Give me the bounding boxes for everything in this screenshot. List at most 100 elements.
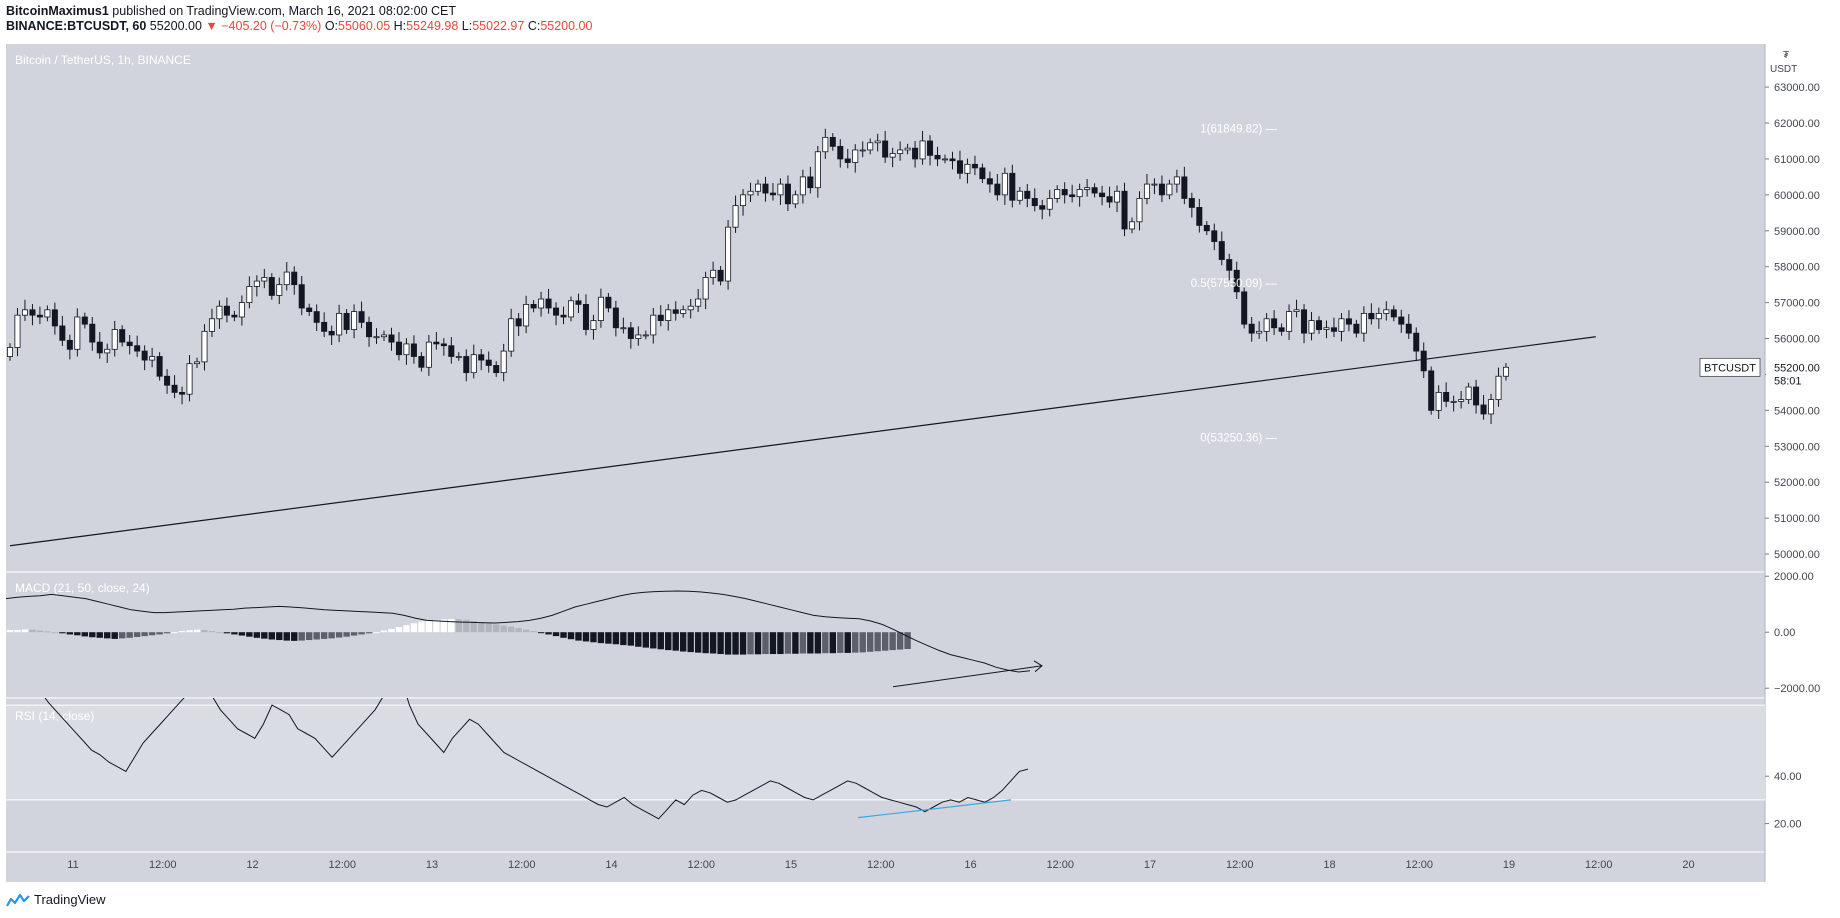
- candle: [949, 158, 956, 162]
- candle: [1405, 323, 1412, 334]
- macd-histogram-bar: [463, 619, 470, 633]
- candle: [223, 305, 230, 316]
- high-value: 55249.98: [406, 19, 459, 33]
- candle: [1084, 187, 1091, 190]
- rsi-pane-title: RSI (14, close): [15, 709, 94, 723]
- macd-histogram-bar: [687, 632, 694, 653]
- candle: [493, 365, 500, 374]
- chart-area[interactable]: 50000.00 51000.00 52000.00 53000.00 54000.00…: [0, 0, 1840, 888]
- tradingview-brand[interactable]: TradingView: [6, 892, 106, 907]
- macd-histogram-bar: [642, 632, 649, 648]
- price-pane-title: Bitcoin / TetherUS, 1h, BINANCE: [15, 53, 191, 67]
- candle: [164, 375, 171, 386]
- macd-tick-label: 2000.00: [1774, 571, 1814, 583]
- candle: [403, 343, 410, 356]
- candle: [283, 271, 290, 286]
- macd-histogram-bar: [178, 631, 186, 633]
- candle: [710, 269, 717, 278]
- close-label: C:: [527, 19, 541, 33]
- macd-histogram-bar: [515, 628, 522, 633]
- macd-histogram-bar: [635, 632, 642, 647]
- candle: [1308, 320, 1315, 334]
- candle: [515, 318, 522, 327]
- candle: [1256, 330, 1263, 334]
- macd-histogram-bar: [680, 632, 687, 652]
- macd-histogram-bar: [418, 621, 425, 633]
- candle: [1263, 318, 1270, 332]
- candle: [538, 298, 545, 309]
- candle: [553, 307, 560, 316]
- candle: [59, 325, 66, 341]
- candle: [306, 307, 313, 312]
- candle: [1091, 187, 1098, 194]
- macd-histogram-bar: [238, 632, 246, 636]
- candle: [1054, 189, 1061, 199]
- candle: [612, 307, 619, 329]
- macd-histogram-bar: [507, 626, 515, 633]
- candle: [373, 336, 380, 339]
- candle: [1129, 221, 1136, 230]
- macd-histogram-bar: [223, 632, 231, 634]
- currency-label: USDT: [1770, 64, 1797, 75]
- candle: [111, 329, 118, 350]
- time-tick-label: 19: [1503, 859, 1515, 871]
- macd-histogram-bar: [867, 632, 874, 652]
- macd-histogram-bar: [739, 632, 747, 655]
- macd-histogram-bar: [59, 632, 66, 634]
- price-tick-label: 63000.00: [1774, 82, 1820, 94]
- macd-histogram-bar: [380, 630, 388, 633]
- macd-histogram-bar: [530, 631, 537, 633]
- candle: [942, 158, 949, 161]
- macd-histogram-bar: [253, 632, 261, 638]
- candle: [395, 341, 402, 356]
- candle: [1503, 366, 1510, 377]
- macd-histogram-bar: [44, 631, 51, 633]
- candle: [1241, 291, 1248, 325]
- candle: [156, 356, 163, 377]
- candle: [81, 316, 88, 325]
- candle: [1435, 392, 1442, 411]
- candle: [956, 160, 963, 174]
- author-name[interactable]: BitcoinMaximus1: [6, 4, 109, 18]
- macd-histogram-bar: [747, 632, 754, 655]
- macd-histogram-bar: [844, 632, 851, 653]
- candle: [336, 312, 343, 336]
- candle: [485, 359, 492, 366]
- macd-histogram-bar: [433, 619, 440, 633]
- macd-pane-title: MACD (21, 50, close, 24): [15, 581, 150, 595]
- price-tick-label: 59000.00: [1774, 226, 1820, 238]
- macd-histogram-bar: [96, 632, 103, 638]
- fib-level-label: 0.5(57550.09) —: [1191, 278, 1278, 290]
- price-tick-label: 56000.00: [1774, 334, 1820, 346]
- fib-level-label: 1(61849.82) —: [1200, 123, 1277, 135]
- macd-histogram-bar: [859, 632, 866, 653]
- time-tick-label: 14: [605, 859, 617, 871]
- candle: [455, 356, 462, 358]
- candle: [1323, 327, 1330, 330]
- candle: [1428, 370, 1435, 411]
- macd-histogram-bar: [814, 632, 822, 654]
- candle: [29, 309, 36, 316]
- macd-histogram-bar: [590, 632, 597, 643]
- candle: [1181, 176, 1188, 199]
- macd-histogram-bar: [350, 632, 358, 636]
- candle: [1286, 311, 1293, 332]
- candle: [508, 318, 515, 352]
- macd-histogram-bar: [171, 632, 178, 634]
- macd-histogram-bar: [291, 632, 298, 641]
- price-tick-label: 57000.00: [1774, 298, 1820, 310]
- candle: [448, 345, 455, 357]
- candle: [859, 149, 866, 152]
- macd-histogram-bar: [388, 628, 395, 633]
- macd-histogram-bar: [335, 632, 343, 638]
- candle: [1495, 375, 1502, 400]
- macd-histogram-bar: [216, 632, 223, 634]
- candle: [328, 330, 335, 336]
- candle: [784, 183, 791, 205]
- time-tick-label: 11: [67, 859, 78, 871]
- candle: [1076, 189, 1083, 198]
- candle: [418, 356, 425, 368]
- footer: [0, 888, 1840, 918]
- candle: [687, 305, 694, 311]
- candle: [238, 302, 245, 318]
